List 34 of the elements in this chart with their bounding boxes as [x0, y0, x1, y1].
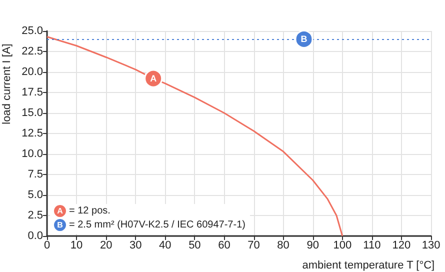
x-tick-label: 60: [218, 240, 230, 252]
x-tick-label: 50: [188, 240, 201, 252]
y-tick-label: 2.5: [28, 210, 43, 222]
x-tick-label: 70: [248, 240, 260, 252]
y-tick-label: 17.5: [22, 86, 43, 98]
x-tick-label: 100: [333, 240, 352, 252]
y-axis-title: load current I [A]: [1, 44, 13, 124]
text: B: [57, 220, 63, 230]
x-tick-label: 0: [44, 240, 50, 252]
x-tick-label: 40: [159, 240, 172, 252]
annotation: A: [150, 74, 158, 84]
x-tick-label: 120: [392, 240, 411, 252]
x-axis-title: ambient temperature T [°C]: [302, 260, 435, 272]
y-tick-label: 15.0: [22, 107, 43, 119]
annotation: = 12 pos.: [69, 206, 110, 216]
x-tick-label: 10: [70, 240, 83, 252]
x-tick-label: 20: [100, 240, 112, 252]
text: A: [57, 206, 63, 216]
y-tick-label: 7.5: [28, 168, 43, 180]
y-tick-label: 12.5: [22, 128, 43, 140]
x-tick-label: 130: [422, 240, 440, 252]
y-tick-label: 20.0: [22, 66, 43, 78]
y-tick-label: 22.5: [22, 46, 43, 58]
annotation: = 2.5 mm² (H07V-K2.5 / IEC 60947-7-1): [69, 220, 246, 230]
line-series: [46, 36, 344, 237]
x-tick-label: 90: [306, 240, 319, 252]
y-tick-label: 25.0: [22, 25, 43, 37]
annotation: B: [300, 34, 308, 44]
x-tick-label: 30: [129, 240, 142, 252]
x-tick-label: 110: [363, 240, 381, 252]
y-tick-label: 10.0: [22, 148, 43, 160]
x-tick-label: 80: [277, 240, 290, 252]
y-tick-label: 5.0: [28, 189, 43, 201]
y-tick-label: 0.0: [28, 230, 43, 242]
